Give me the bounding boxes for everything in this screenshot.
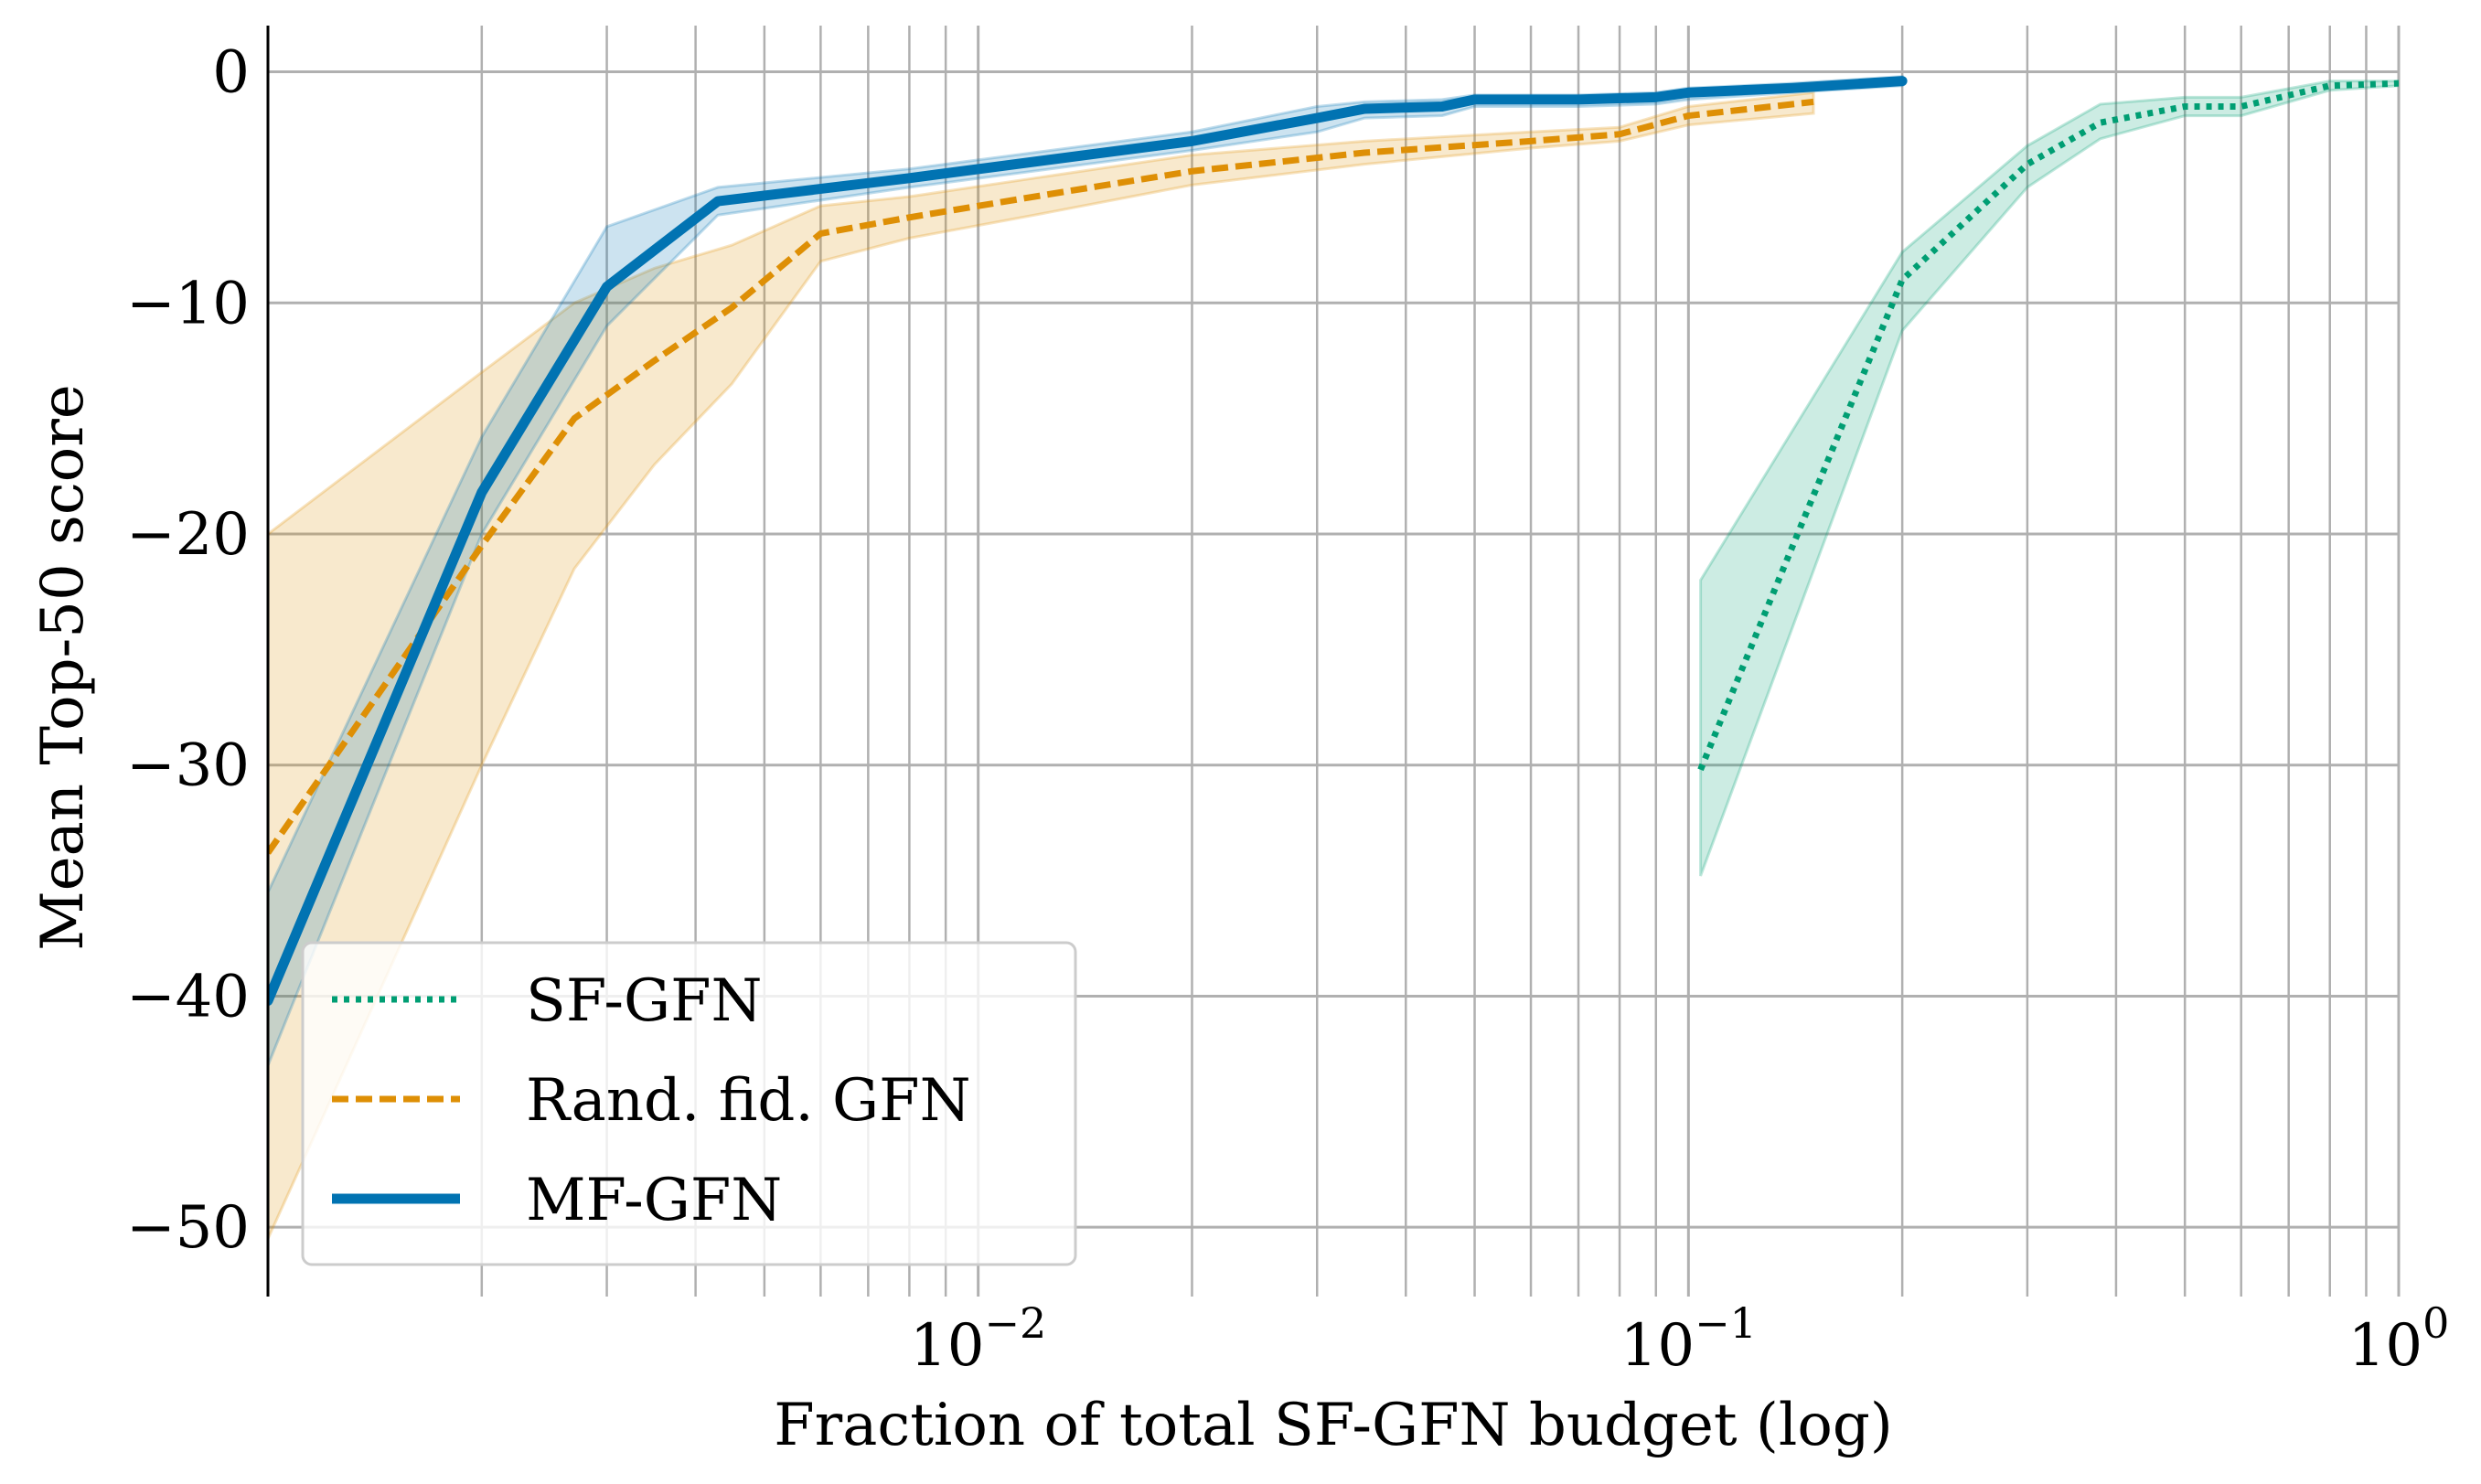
y-axis-title: Mean Top-50 score	[29, 384, 97, 950]
tick-labels: 0 −10 −20 −30 −40 −50 10−2 10−1 100	[126, 39, 2449, 1380]
y-tick-label: −20	[126, 501, 250, 569]
y-tick-label: −10	[126, 270, 250, 337]
series-lines	[268, 76, 2399, 1007]
line-sf-gfn	[1697, 80, 2399, 772]
x-tick-label: 10−2	[910, 1298, 1046, 1380]
band-sf-gfn	[1699, 80, 2399, 877]
y-tick-label: −50	[126, 1194, 250, 1262]
legend-box	[301, 941, 1077, 1266]
grid	[268, 26, 2401, 1297]
line-mf-gfn	[268, 76, 1908, 1007]
line-rand-fid-gfn	[268, 98, 1814, 855]
y-tick-label: −30	[126, 732, 250, 800]
y-tick-label: −40	[126, 963, 250, 1030]
x-tick-label: 10−1	[1620, 1298, 1757, 1380]
legend-label: SF-GFN	[526, 967, 763, 1035]
legend: SF-GFN Rand. fid. GFN MF-GFN	[301, 941, 1077, 1266]
band-rand-fid-gfn	[268, 91, 1815, 1240]
x-tick-label: 100	[2348, 1298, 2450, 1380]
legend-label: MF-GFN	[526, 1167, 782, 1234]
x-axis-title: Fraction of total SF-GFN budget (log)	[774, 1392, 1893, 1459]
legend-label: Rand. fid. GFN	[526, 1067, 971, 1135]
y-tick-label: 0	[212, 39, 250, 107]
